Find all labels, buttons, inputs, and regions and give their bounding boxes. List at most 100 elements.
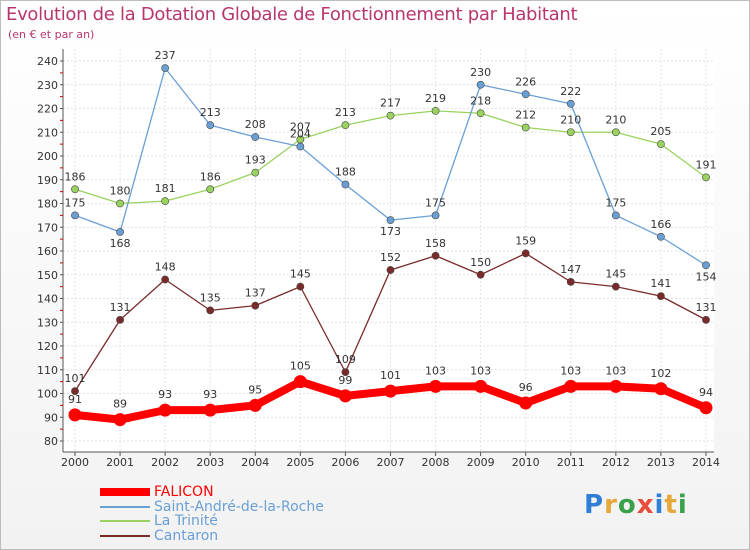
y-tick-label: 220 — [37, 103, 58, 116]
data-point — [383, 384, 397, 398]
legend-label: Cantaron — [154, 527, 219, 544]
data-label: 137 — [245, 287, 266, 300]
data-point — [161, 275, 170, 284]
data-label: 101 — [380, 369, 401, 382]
legend-label: FALICON — [154, 484, 214, 500]
x-tick-label: 2009 — [467, 456, 495, 469]
data-point — [203, 403, 217, 417]
data-point — [251, 168, 260, 177]
data-label: 210 — [560, 113, 581, 126]
y-tick-label: 180 — [37, 198, 58, 211]
data-label: 186 — [65, 170, 86, 183]
data-label: 213 — [200, 106, 221, 119]
data-point — [161, 64, 170, 73]
data-label: 159 — [515, 234, 536, 247]
data-label: 180 — [110, 185, 131, 198]
logo-letter: x — [636, 490, 655, 520]
data-point — [341, 180, 350, 189]
data-point — [431, 106, 440, 115]
data-label: 207 — [290, 120, 311, 133]
y-tick-label: 200 — [37, 150, 58, 163]
data-label: 226 — [515, 75, 536, 88]
data-point — [251, 301, 260, 310]
x-tick-label: 2004 — [241, 456, 269, 469]
x-tick-label: 2012 — [602, 456, 630, 469]
data-point — [68, 408, 82, 422]
data-point — [431, 251, 440, 260]
data-label: 152 — [380, 251, 401, 264]
data-point — [702, 261, 710, 270]
data-label: 193 — [245, 154, 266, 167]
data-point — [611, 282, 620, 291]
data-label: 99 — [338, 374, 352, 387]
data-label: 103 — [470, 364, 491, 377]
data-point — [429, 379, 443, 393]
data-point — [116, 199, 124, 208]
y-tick-label: 120 — [37, 340, 58, 353]
x-tick-label: 2010 — [512, 456, 540, 469]
data-label: 154 — [695, 270, 716, 283]
y-tick-label: 150 — [37, 269, 58, 282]
x-tick-label: 2014 — [692, 456, 720, 469]
data-label: 95 — [248, 383, 262, 396]
data-label: 173 — [380, 225, 401, 238]
data-label: 103 — [425, 364, 446, 377]
x-tick-label: 2008 — [422, 456, 450, 469]
y-tick-label: 170 — [37, 221, 58, 234]
data-label: 217 — [380, 97, 401, 110]
legend-swatch — [100, 534, 150, 537]
data-point — [657, 232, 665, 241]
data-label: 101 — [65, 372, 86, 385]
data-point — [611, 128, 620, 137]
data-point — [206, 306, 215, 315]
y-tick-label: 230 — [37, 79, 58, 92]
logo-letter: P — [584, 490, 605, 520]
x-tick-label: 2005 — [286, 456, 314, 469]
data-point — [521, 90, 530, 99]
data-label: 222 — [560, 85, 581, 98]
y-tick-label: 240 — [37, 55, 58, 68]
data-label: 175 — [65, 196, 86, 209]
data-point — [476, 80, 485, 89]
data-point — [519, 396, 533, 410]
data-point — [566, 128, 575, 137]
data-point — [338, 389, 352, 403]
data-label: 210 — [605, 113, 626, 126]
data-point — [71, 387, 79, 396]
data-label: 103 — [605, 364, 626, 377]
data-label: 237 — [155, 49, 176, 62]
data-point — [386, 266, 395, 274]
data-label: 148 — [155, 261, 176, 274]
data-label: 105 — [290, 360, 311, 373]
x-tick-label: 2006 — [331, 456, 359, 469]
data-point — [161, 197, 170, 206]
x-tick-label: 2011 — [557, 456, 585, 469]
logo-letter: i — [677, 490, 688, 520]
x-tick-label: 2001 — [106, 456, 134, 469]
legend-swatch — [100, 520, 150, 522]
data-label: 191 — [695, 158, 716, 171]
data-point — [251, 133, 260, 141]
data-label: 94 — [699, 386, 713, 399]
data-point — [293, 375, 307, 389]
data-point — [609, 379, 623, 393]
logo-letter: r — [604, 490, 618, 520]
x-tick-label: 2013 — [647, 456, 675, 469]
x-tick-label: 2002 — [151, 456, 179, 469]
legend-label: La Trinité — [154, 513, 218, 529]
data-label: 219 — [425, 92, 446, 105]
data-point — [341, 368, 350, 377]
data-label: 175 — [605, 196, 626, 209]
data-label: 188 — [335, 166, 356, 179]
data-point — [474, 379, 488, 393]
data-point — [566, 99, 575, 108]
data-point — [654, 382, 668, 396]
data-label: 109 — [335, 353, 356, 366]
data-label: 218 — [470, 94, 491, 107]
data-label: 135 — [200, 291, 221, 304]
line-chart: 8090100110120130140150160170180190200210… — [37, 49, 720, 469]
data-point — [341, 121, 350, 130]
y-tick-label: 140 — [37, 293, 58, 306]
data-point — [116, 228, 124, 236]
data-label: 93 — [158, 388, 172, 401]
